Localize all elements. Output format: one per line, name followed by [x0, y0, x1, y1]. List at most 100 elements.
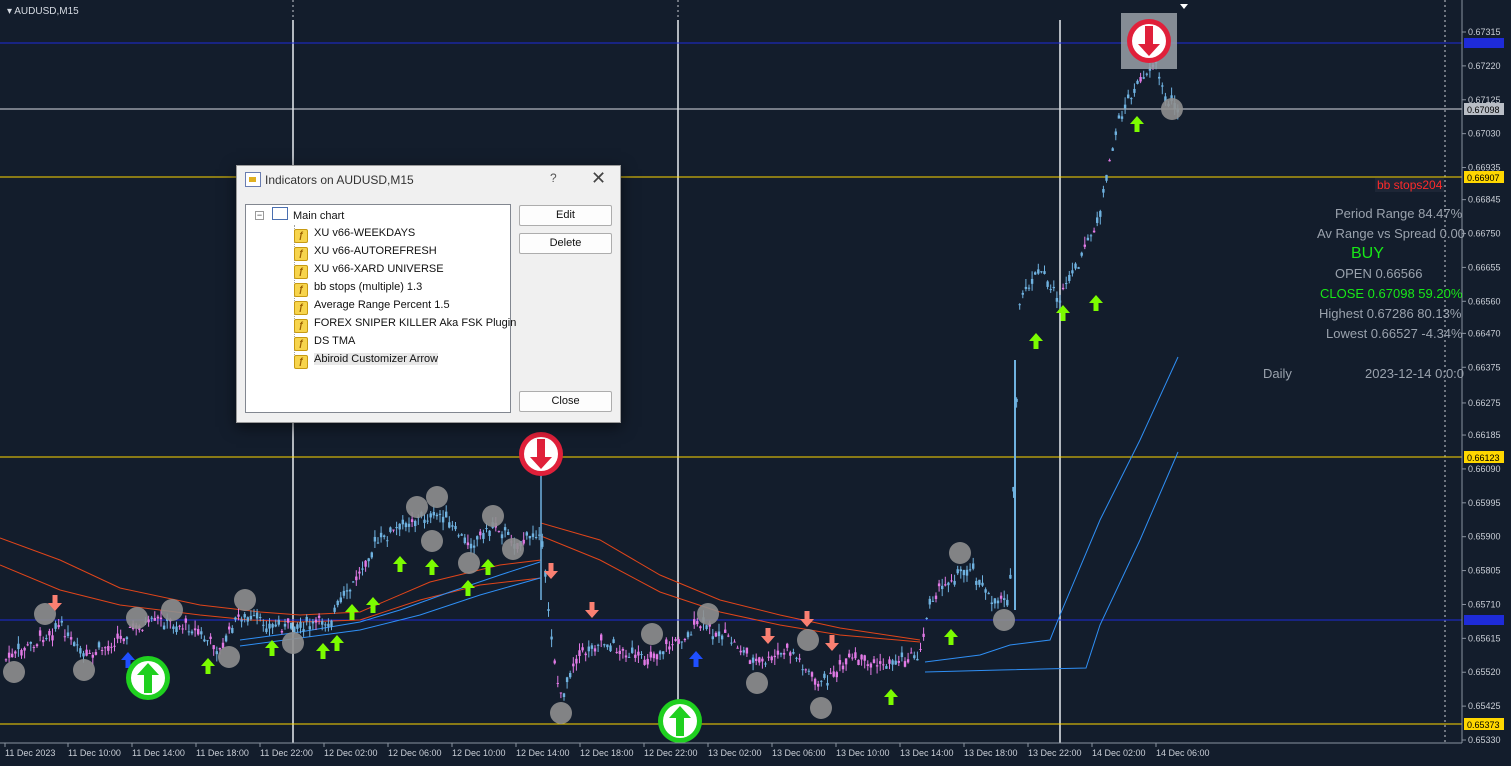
time-label: 14 Dec 06:00	[1156, 748, 1210, 758]
candle-body	[900, 652, 904, 658]
candle-body	[525, 532, 528, 536]
collapse-icon[interactable]: −	[255, 210, 264, 220]
candle-body	[237, 614, 240, 617]
tree-item-ds-tma[interactable]: ƒ DS TMA	[294, 333, 355, 351]
candle-body	[720, 635, 724, 640]
price-label: 0.66185	[1468, 430, 1501, 440]
candle-body	[844, 658, 848, 665]
candle-body	[485, 528, 488, 530]
candle-body	[937, 583, 941, 587]
candle-body	[358, 571, 361, 574]
indicator-icon: ƒ	[294, 355, 308, 369]
candle-body	[931, 600, 935, 602]
candle-body	[773, 655, 776, 658]
candle-body	[314, 619, 318, 623]
candle-body	[686, 632, 690, 638]
chart-window-icon	[272, 207, 288, 220]
edit-button[interactable]: Edit	[519, 205, 612, 226]
candle-body	[97, 642, 101, 648]
candle-body	[190, 631, 194, 634]
tree-item-weekdays[interactable]: ƒ XU v66-WEEKDAYS	[294, 225, 415, 243]
tree-item-abiroid-arrow[interactable]: ƒ Abiroid Customizer Arrow	[294, 351, 439, 369]
candle-body	[910, 652, 913, 654]
tree-item-xard-universe[interactable]: ƒ XU v66-XARD UNIVERSE	[294, 261, 444, 279]
candle-body	[116, 633, 119, 639]
candle-body	[1012, 486, 1015, 492]
candle-body	[14, 651, 17, 654]
candle-body	[1096, 217, 1099, 223]
candle-body	[534, 537, 538, 539]
candle-body	[234, 617, 237, 620]
candle-body	[141, 629, 144, 631]
tree-item-bb-stops[interactable]: ƒ bb stops (multiple) 1.3	[294, 279, 422, 297]
close-window-button[interactable]: ✕	[591, 168, 607, 188]
candle-body	[829, 672, 832, 674]
date-text: 2023-12-14 0:0:0	[1365, 366, 1465, 381]
candle-body	[113, 645, 116, 647]
candle-body	[451, 525, 454, 527]
candle-body	[20, 650, 23, 656]
candle-body	[1034, 272, 1037, 275]
candle-body	[733, 641, 736, 643]
candle-body	[1021, 292, 1024, 295]
candle-body	[218, 648, 222, 650]
tree-root-main-chart[interactable]: Main chart	[272, 207, 344, 223]
candle-body	[370, 552, 373, 558]
symbol-label[interactable]: ▾ AUDUSD,M15	[7, 6, 79, 17]
candle-body	[593, 648, 597, 652]
candle-body	[42, 640, 45, 643]
candle-body	[851, 657, 854, 659]
candle-body	[736, 647, 739, 649]
candle-body	[45, 638, 48, 640]
candle-body	[1086, 237, 1090, 241]
candle-body	[906, 659, 910, 663]
time-label: 11 Dec 14:00	[132, 748, 185, 758]
candle-body	[727, 635, 730, 637]
candle-body	[751, 657, 755, 663]
close-button[interactable]: Close	[519, 391, 612, 412]
highest-text: Highest 0.67286 80.13%	[1319, 306, 1462, 321]
candle-body	[259, 616, 262, 618]
indicator-tree[interactable]: − Main chart ƒ XU v66-WEEKDAYS ƒ XU v66-AU…	[245, 204, 516, 413]
signal-dot-marker	[746, 672, 768, 694]
delete-button[interactable]: Delete	[519, 233, 612, 254]
candle-body	[1111, 148, 1114, 151]
candle-body	[398, 523, 401, 530]
buy-arrow-icon	[884, 689, 898, 705]
candle-body	[596, 644, 600, 646]
candle-body	[221, 642, 225, 649]
buy-arrow-icon	[393, 556, 407, 572]
candle-body	[469, 543, 473, 549]
candle-body	[897, 660, 900, 663]
candle-body	[507, 531, 510, 535]
tree-item-average-range[interactable]: ƒ Average Range Percent 1.5	[294, 297, 450, 315]
candle-body	[1161, 85, 1164, 87]
indicators-window-icon	[245, 172, 261, 187]
candle-body	[17, 643, 20, 650]
candle-body	[848, 653, 851, 658]
candle-body	[950, 580, 953, 582]
time-label: 13 Dec 06:00	[772, 748, 826, 758]
candle-body	[255, 612, 259, 619]
candle-body	[1071, 270, 1074, 274]
shift-marker-icon	[1180, 4, 1188, 9]
candle-body	[925, 617, 928, 620]
tree-item-fsk-plugin[interactable]: ƒ FOREX SNIPER KILLER Aka FSK Plugin	[294, 315, 516, 333]
candle-body	[231, 627, 234, 633]
candle-body	[652, 653, 656, 659]
candle-body	[305, 616, 308, 622]
candle-body	[553, 660, 556, 664]
help-button[interactable]: ?	[550, 171, 557, 185]
buy-arrow-icon	[425, 559, 439, 575]
candle-body	[125, 637, 129, 640]
candle-body	[916, 658, 919, 661]
tree-item-autorefresh[interactable]: ƒ XU v66-AUTOREFRESH	[294, 243, 437, 261]
candle-body	[782, 652, 786, 655]
candle-body	[280, 630, 284, 633]
price-label: 0.65425	[1468, 701, 1501, 711]
dialog-title: Indicators on AUDUSD,M15	[265, 173, 414, 187]
candle-body	[869, 663, 873, 668]
candle-body	[730, 642, 733, 644]
candle-body	[807, 670, 811, 672]
